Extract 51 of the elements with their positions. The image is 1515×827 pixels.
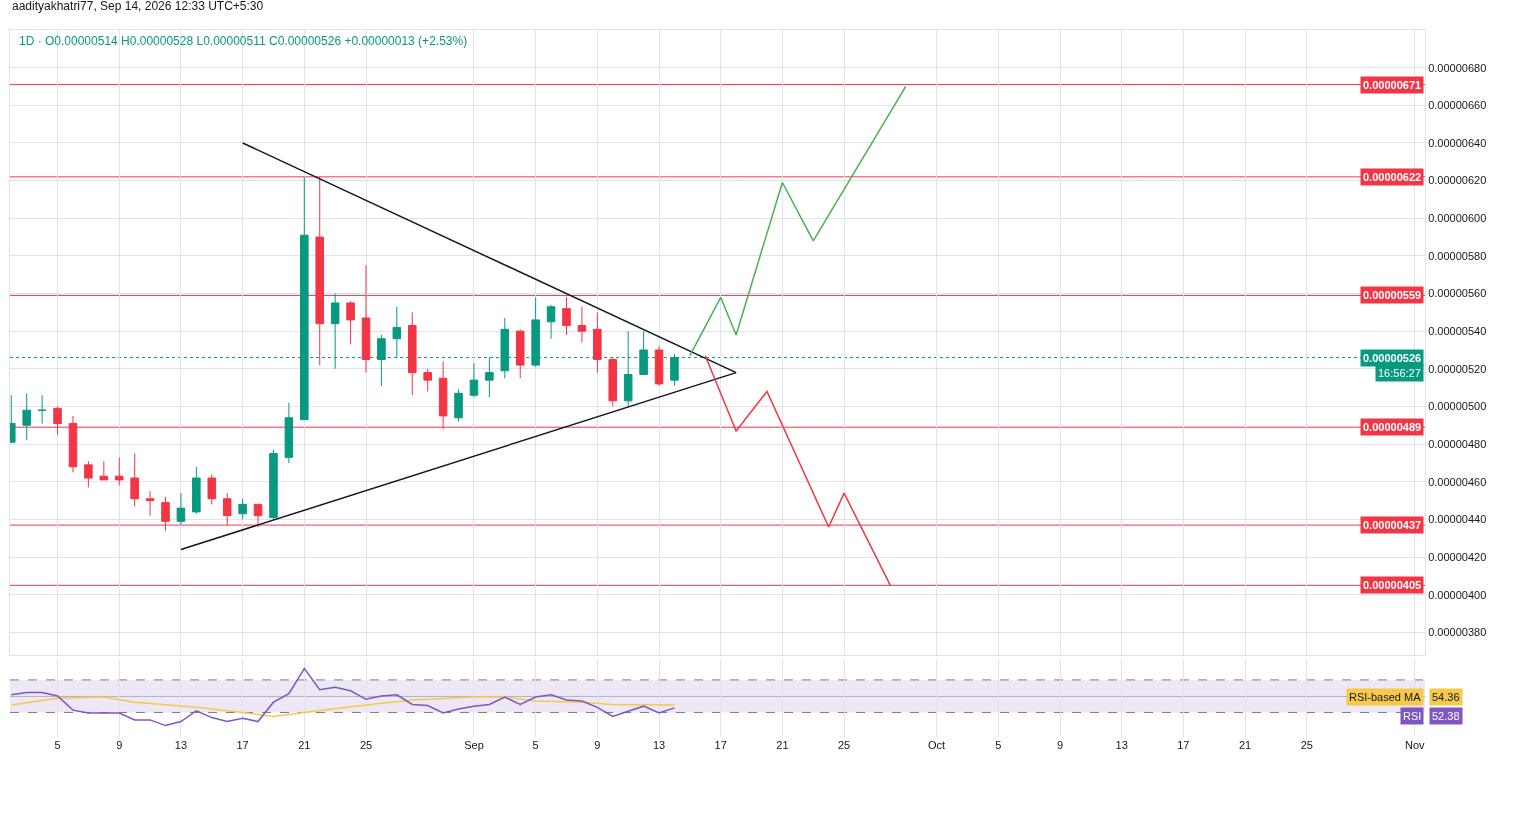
ref-line-label: 0.00000622 (1363, 171, 1422, 183)
x-tick-label: 5 (532, 739, 539, 751)
y-tick-label: 0.00000420 (1428, 550, 1487, 563)
annotation: 1D · O0.00000514 H0.00000528 L0.00000511 C0.00000526 +0.00000013 (+2.53%) (19, 34, 468, 48)
y-tick-label: 0.00000460 (1428, 475, 1487, 488)
x-tick-label: Sep (464, 739, 484, 751)
x-tick-label: 5 (995, 739, 1002, 751)
y-tick-label: 0.00000660 (1428, 99, 1487, 112)
ref-line-label: 0.00000559 (1363, 289, 1422, 301)
x-tick-label: 17 (714, 739, 727, 751)
y-tick-label: 0.00000480 (1428, 438, 1487, 450)
y-tick-label: 0.00000500 (1428, 400, 1487, 413)
annotation: 16:56:27 (1378, 367, 1421, 379)
legend-label: RSI-based MA (1349, 691, 1422, 703)
y-tick-label: 0.00000520 (1428, 362, 1487, 375)
x-tick-label: Nov (1404, 739, 1425, 751)
x-tick-label: 13 (652, 739, 666, 751)
x-tick-label: 17 (1177, 739, 1190, 751)
x-tick-label: 13 (1115, 739, 1128, 751)
y-tick-label: 0.00000620 (1428, 174, 1487, 187)
y-tick-label: 0.00000600 (1428, 212, 1487, 225)
y-tick-label: 0.00000580 (1428, 249, 1487, 262)
y-tick-label: 0.00000560 (1428, 287, 1487, 300)
legend-label: RSI (1403, 710, 1422, 722)
x-tick-label: 9 (116, 739, 123, 751)
ref-line-label: 0.00000526 (1363, 352, 1422, 364)
y-tick-label: 0.00000400 (1428, 588, 1487, 601)
text: 52.38 (1432, 710, 1460, 722)
y-tick-label: 0.00000440 (1428, 513, 1487, 526)
y-tick-label: 0.00000540 (1428, 325, 1487, 338)
y-tick-label: 0.00000640 (1428, 136, 1487, 149)
ref-line-label: 0.00000405 (1363, 579, 1422, 591)
text: aadityakhatri77, Sep 14, 2026 12:33 UTC+5:30 (12, 0, 264, 13)
x-tick-label: 13 (174, 739, 188, 751)
x-tick-label: 5 (54, 739, 61, 751)
x-tick-label: 17 (236, 739, 249, 751)
y-tick-label: 0.00000680 (1428, 61, 1487, 74)
x-tick-label: 9 (1056, 739, 1064, 751)
x-tick-label: 9 (594, 739, 601, 751)
ref-line-label: 0.00000489 (1363, 421, 1422, 433)
ref-line-label: 0.00000671 (1363, 79, 1422, 91)
x-tick-label: 25 (837, 739, 851, 751)
y-tick-label: 0.00000380 (1428, 626, 1487, 639)
x-tick-label: 25 (1300, 739, 1313, 751)
x-tick-label: 25 (359, 739, 373, 751)
x-tick-label: 21 (1238, 739, 1252, 751)
x-tick-label: Oct (928, 739, 946, 751)
x-tick-label: 21 (776, 739, 789, 751)
x-tick-label: 21 (298, 739, 311, 751)
ref-line-label: 0.00000437 (1363, 519, 1422, 531)
text: 54.36 (1432, 691, 1460, 703)
